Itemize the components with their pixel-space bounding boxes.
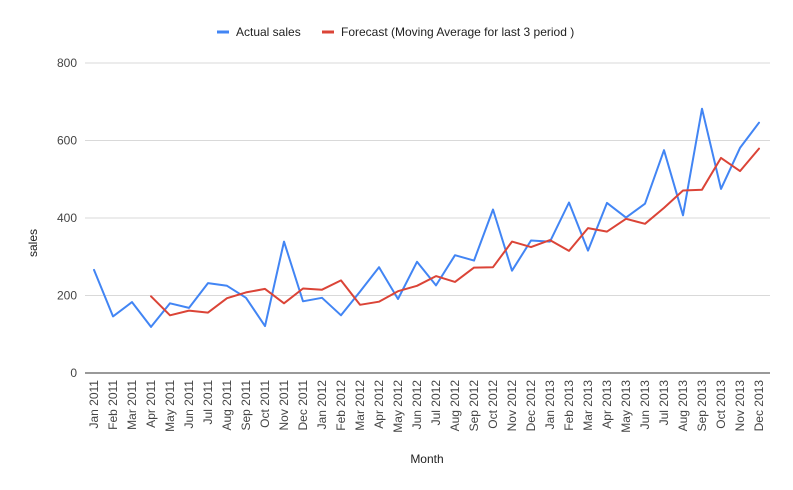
legend-label-forecast: Forecast (Moving Average for last 3 peri… xyxy=(341,25,574,39)
x-tick-label: Feb 2012 xyxy=(334,380,348,431)
y-tick-label: 800 xyxy=(57,56,77,70)
x-tick-label: Mar 2012 xyxy=(353,380,367,431)
x-tick-label: Jul 2011 xyxy=(201,380,215,425)
x-tick-label: Jul 2013 xyxy=(657,380,671,426)
x-tick-label: Sep 2013 xyxy=(695,380,709,432)
y-axis-tick-labels: 0 200 400 600 800 xyxy=(57,56,77,380)
x-tick-label: May 2013 xyxy=(619,380,633,433)
x-tick-label: Dec 2013 xyxy=(752,380,766,432)
x-tick-label: Dec 2011 xyxy=(296,380,310,431)
x-tick-label: Jun 2011 xyxy=(182,380,196,429)
x-tick-label: Jul 2012 xyxy=(429,380,443,426)
x-tick-label: Oct 2011 xyxy=(258,380,272,428)
x-tick-label: Apr 2012 xyxy=(372,380,386,429)
legend: Actual sales Forecast (Moving Average fo… xyxy=(217,25,574,39)
x-tick-label: May 2011 xyxy=(163,380,177,432)
x-tick-label: Apr 2011 xyxy=(144,380,158,428)
x-tick-label: Feb 2011 xyxy=(106,380,120,430)
x-tick-label: Sep 2012 xyxy=(467,380,481,432)
x-axis-tick-labels: Jan 2011 Feb 2011 Mar 2011 Apr 2011 May 2011… xyxy=(87,380,766,433)
y-axis-title: sales xyxy=(26,229,40,257)
x-tick-label: Jun 2013 xyxy=(638,380,652,430)
x-tick-label: Nov 2012 xyxy=(505,380,519,432)
y-tick-label: 400 xyxy=(57,211,77,225)
x-tick-label: Jan 2011 xyxy=(87,380,101,429)
x-tick-label: Oct 2013 xyxy=(714,380,728,429)
x-tick-label: Jun 2012 xyxy=(410,380,424,430)
x-tick-label: May 2012 xyxy=(391,380,405,433)
series-line-forecast xyxy=(150,147,760,317)
x-tick-label: Jan 2013 xyxy=(543,380,557,430)
x-tick-label: Aug 2013 xyxy=(676,380,690,432)
x-tick-label: Nov 2011 xyxy=(277,380,291,431)
x-tick-label: Mar 2013 xyxy=(581,380,595,431)
x-tick-label: Apr 2013 xyxy=(600,380,614,429)
y-tick-label: 0 xyxy=(70,366,77,380)
x-tick-label: Feb 2013 xyxy=(562,380,576,431)
x-tick-label: Aug 2011 xyxy=(220,380,234,431)
x-axis-title: Month xyxy=(410,452,443,466)
series-line-actual-sales xyxy=(93,107,760,328)
series-lines xyxy=(93,107,760,328)
y-tick-label: 600 xyxy=(57,134,77,148)
x-tick-label: Oct 2012 xyxy=(486,380,500,429)
x-tick-label: Dec 2012 xyxy=(524,380,538,432)
gridlines xyxy=(85,62,770,374)
y-tick-label: 200 xyxy=(57,289,77,303)
x-tick-label: Aug 2012 xyxy=(448,380,462,432)
x-tick-label: Sep 2011 xyxy=(239,380,253,431)
legend-label-actual-sales: Actual sales xyxy=(236,25,301,39)
x-tick-label: Nov 2013 xyxy=(733,380,747,432)
x-tick-label: Mar 2011 xyxy=(125,380,139,430)
x-tick-label: Jan 2012 xyxy=(315,380,329,430)
